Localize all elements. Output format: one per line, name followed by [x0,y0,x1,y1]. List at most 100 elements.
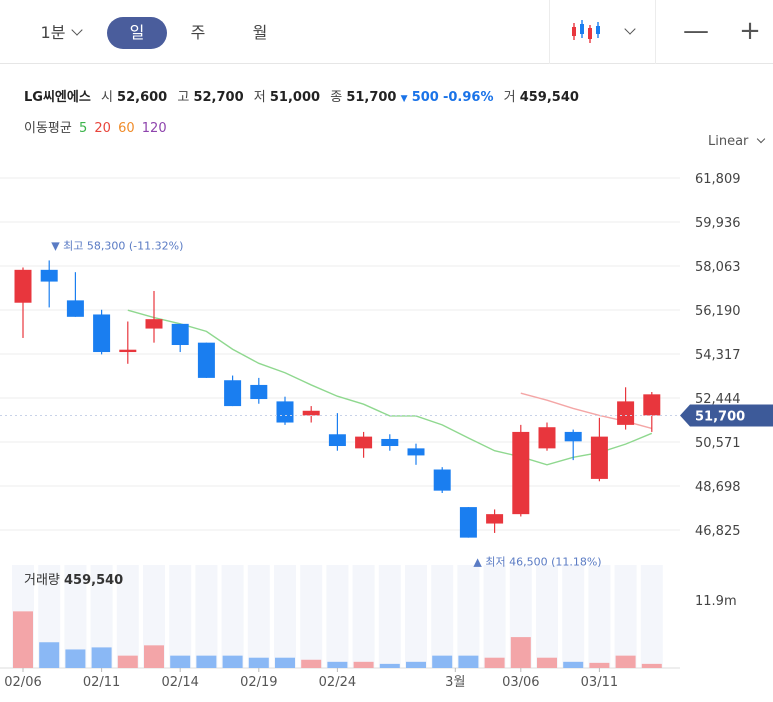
y-tick-label: 46,825 [695,524,741,539]
y-tick-label: 61,809 [695,172,741,187]
change-value: 500 [411,90,439,105]
y-tick-label: 52,444 [695,392,741,407]
candle-body [66,300,84,317]
volume-column-bg [274,565,296,668]
volume-column-bg [90,565,113,668]
volume-column-bg [640,565,663,668]
quote-summary: LG씨엔에스 시 52,600 고 52,700 저 51,000 종 51,7… [24,86,579,105]
volume-bar [484,657,505,668]
volume-bar [353,661,374,668]
stock-name: LG씨엔에스 [24,90,91,105]
y-tick-label: 58,063 [695,260,741,275]
volume-column-bg [378,565,401,668]
minus-icon: — [683,16,709,46]
volume-bar [301,659,322,668]
y-tick-label: 59,936 [695,216,741,231]
open-value: 52,600 [117,90,168,105]
candle-body [590,436,608,479]
y-tick-label: 56,190 [695,304,741,319]
timeframe-1min-label: 1분 [40,23,66,42]
tab-day-label: 일 [129,23,145,42]
volume-value: 459,540 [519,90,579,105]
volume-bar [248,657,269,668]
volume-bar [379,663,400,668]
volume-max-label: 11.9m [695,594,737,609]
volume-bar [458,655,479,668]
chevron-down-icon [71,24,84,36]
high-value: 52,700 [193,90,244,105]
ma-120: 120 [141,121,167,136]
tab-day[interactable]: 일 [107,17,167,49]
low-label: 저 [253,90,266,105]
change-percent: -0.96% [442,90,494,105]
volume-bar [65,649,86,668]
volume-column-bg [116,565,139,668]
x-tick-label: 02/06 [4,675,41,690]
volume-column-bg [300,565,323,668]
candlestick-type-icon[interactable] [571,18,601,46]
tab-month[interactable]: 월 [240,17,280,49]
volume-column-bg [64,565,87,668]
candle-body [538,427,556,449]
low-marker: ▲ 최저 46,500 (11.18%) [473,556,601,569]
timeframe-1min-dropdown[interactable]: 1분 [26,17,96,49]
candle-body [459,507,477,538]
candle-body [197,342,215,378]
volume-title: 거래량 459,540 [24,573,123,588]
candle-body [119,349,137,353]
volume-bar [432,655,453,668]
divider [549,0,550,64]
chevron-down-icon [757,134,766,144]
volume-bar [13,611,33,668]
volume-bar [144,645,164,668]
y-tick-label: 50,571 [695,436,741,451]
volume-column-bg [195,565,218,668]
toolbar: 1분 일 주 월 — + [0,0,773,64]
price-chart[interactable]: 61,809 59,936 58,063 56,190 54,317 52,444 50,5… [0,150,773,702]
volume-title-value: 459,540 [64,573,123,588]
volume-bar [91,647,112,668]
divider [655,0,656,64]
candle-body [276,401,294,423]
x-tick-label: 02/11 [83,675,120,690]
zoom-in-button[interactable]: + [735,16,765,48]
volume-column-bg [405,565,427,668]
volume-column-bg [457,565,480,668]
ma5-line [127,309,653,466]
volume-bar [563,661,584,668]
candle-body [328,434,346,447]
candle-body [564,431,582,442]
tab-month-label: 월 [252,23,268,42]
y-tick-label: 54,317 [695,348,741,363]
volume-bar [510,637,531,668]
zoom-out-button[interactable]: — [681,16,711,48]
moving-average-legend[interactable]: 이동평균 5 20 60 120 [24,117,167,136]
chart-type-chevron-icon[interactable] [624,23,636,35]
y-tick-label: 48,698 [695,480,741,495]
candle-body [145,319,163,329]
volume-bar [196,655,217,668]
volume-column-bg [431,565,454,668]
volume-column-bg [483,565,506,668]
volume-column-bg [536,565,558,668]
candle-body [486,514,504,524]
volume-bar [170,655,191,668]
volume-bar [117,655,138,668]
volume-column-bg [247,565,270,668]
ma-label: 이동평균 [24,121,72,136]
ma-20: 20 [94,121,111,136]
x-tick-label: 02/19 [240,675,277,690]
tab-week-label: 주 [190,23,206,42]
scale-label: Linear [708,134,749,149]
high-label: 고 [177,90,190,105]
scale-dropdown[interactable]: Linear [708,134,766,149]
volume-column-bg [221,565,244,668]
candle-body [381,438,399,447]
tab-week[interactable]: 주 [178,17,218,49]
volume-column-bg [588,565,611,668]
last-price-label: 51,700 [695,409,745,424]
volume-bar [327,661,348,668]
open-label: 시 [100,90,113,105]
volume-label: 거 [503,90,516,105]
volume-column-bg [614,565,637,668]
